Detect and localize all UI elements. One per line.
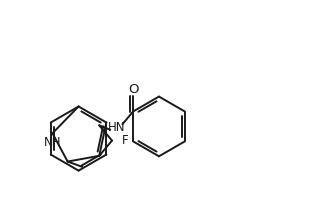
Text: NH: NH [44,136,61,149]
Text: HN: HN [108,121,125,134]
Text: O: O [128,83,138,96]
Text: F: F [121,134,128,147]
